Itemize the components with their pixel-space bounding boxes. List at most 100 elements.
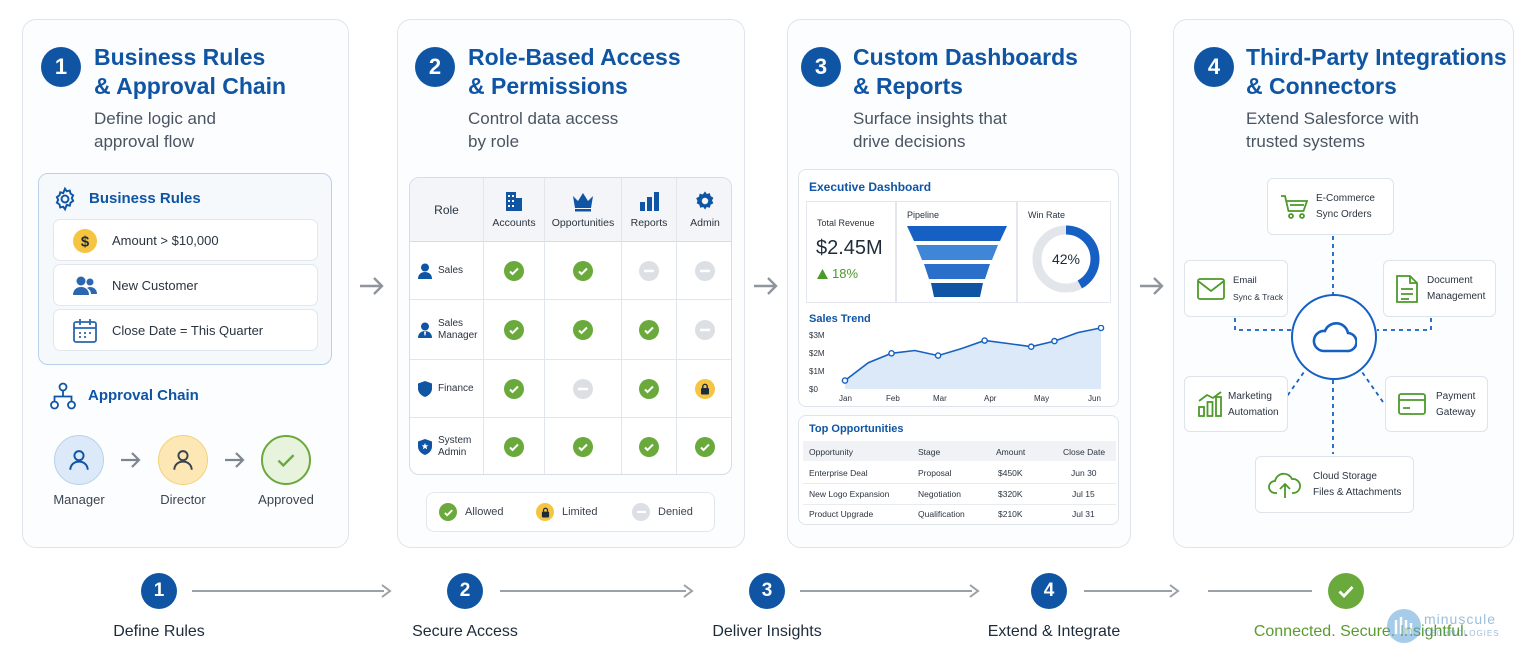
node-text: Payment Gateway: [1436, 389, 1475, 421]
node-line2: Gateway: [1436, 407, 1476, 418]
perm-cell: [622, 242, 677, 300]
matrix-col-reports: Reports: [622, 178, 677, 242]
opp-cell: Jul 31: [1072, 509, 1095, 519]
perm-cell: [677, 242, 731, 300]
node-line1: Document: [1427, 275, 1473, 286]
opp-cell: $210K: [998, 509, 1023, 519]
logo-subtext: TECHNOLOGIES: [1424, 629, 1500, 638]
timeline-label-1: Define Rules: [113, 623, 205, 640]
y-tick: $2M: [809, 349, 825, 358]
card-subtitle-4: Extend Salesforce with trusted systems: [1246, 107, 1419, 153]
perm-cell: [484, 360, 545, 418]
perm-cell: [545, 300, 622, 360]
node-line2: Sync & Track: [1233, 292, 1284, 302]
card-title-4-line1: Third-Party Integrations: [1246, 44, 1507, 70]
user-icon: [418, 263, 432, 279]
timeline-arrowhead-icon: [683, 584, 694, 598]
permission-legend: Allowed Limited Denied: [426, 492, 715, 532]
rule-row-amount: $ Amount > $10,000: [53, 219, 318, 261]
col-label-opportunities: Opportunities: [551, 217, 615, 229]
perm-cell: [677, 300, 731, 360]
allowed-icon: [639, 437, 659, 457]
integration-document: Document Management: [1383, 260, 1496, 317]
allowed-icon: [573, 319, 593, 340]
y-tick: $1M: [809, 367, 825, 376]
x-tick: Jan: [839, 394, 852, 403]
opp-cell: Proposal: [918, 468, 952, 478]
role-label-2: Manager: [438, 329, 478, 341]
timeline-final-badge: [1328, 573, 1364, 609]
opportunities-header: [803, 441, 1116, 461]
perm-cell: [484, 242, 545, 300]
card-title-3-line2: & Reports: [853, 73, 963, 99]
x-tick: Mar: [933, 394, 947, 403]
growth-chart-icon: [1198, 391, 1222, 417]
timeline-label-3: Deliver Insights: [712, 623, 822, 640]
card-subtitle-2-line2: by role: [468, 132, 520, 151]
logo-mark-icon: [1387, 609, 1421, 643]
executive-dashboard: Executive Dashboard Total Revenue $2.45M…: [798, 169, 1119, 407]
gear-icon: [696, 191, 714, 210]
card-subtitle-3-line1: Surface insights that: [853, 109, 1008, 128]
allowed-icon: [439, 503, 457, 521]
kpi-win-rate: Win Rate 42%: [1017, 201, 1111, 303]
matrix-role-header: Role: [410, 178, 484, 242]
opp-cell: Jul 15: [1072, 489, 1095, 499]
card-title-1-line1: Business Rules: [94, 44, 266, 70]
integration-email: Email Sync & Track: [1184, 260, 1288, 317]
document-icon: [1396, 274, 1418, 303]
card-subtitle-2: Control data access by role: [468, 107, 618, 153]
perm-cell: [545, 242, 622, 300]
card-subtitle-1-line2: approval flow: [94, 132, 195, 151]
timeline-step-1: 1: [141, 573, 177, 609]
col-label-accounts: Accounts: [492, 217, 536, 229]
perm-cell: [677, 360, 731, 418]
gear-icon: [55, 186, 75, 212]
node-line1: Marketing: [1228, 391, 1272, 402]
opp-col-header: Opportunity: [809, 447, 853, 457]
y-tick: $3M: [809, 331, 825, 340]
svg-text:$: $: [81, 234, 90, 251]
timeline-step-2: 2: [447, 573, 483, 609]
trend-point: [1097, 325, 1105, 332]
step-number-2: 2: [415, 47, 455, 87]
allowed-icon: [639, 319, 659, 340]
user-icon: [173, 450, 193, 470]
credit-card-icon: [1398, 393, 1426, 415]
opp-cell: New Logo Expansion: [809, 489, 890, 499]
legend-allowed: Allowed: [439, 503, 504, 521]
funnel-stage-4: [931, 283, 983, 297]
funnel-stage-1: [907, 226, 1007, 241]
dollar-icon: $: [73, 229, 97, 253]
shield-star-icon: [418, 439, 432, 455]
matrix-col-admin: Admin: [677, 178, 731, 242]
funnel-stage-2: [916, 245, 998, 260]
integration-payment: Payment Gateway: [1385, 376, 1488, 432]
matrix-role-system-admin: System Admin: [410, 418, 484, 474]
timeline-connector: [800, 590, 972, 592]
matrix-col-accounts: Accounts: [484, 178, 545, 242]
perm-cell: [677, 418, 731, 474]
allowed-icon: [639, 378, 659, 399]
denied-icon: [639, 260, 659, 281]
x-tick: May: [1034, 394, 1050, 403]
allowed-icon: [504, 437, 524, 457]
cart-icon: [1281, 194, 1308, 219]
node-text: Email Sync & Track: [1233, 273, 1283, 305]
building-icon: [506, 192, 522, 211]
allowed-icon: [504, 319, 524, 340]
trend-point: [981, 337, 988, 344]
opp-col-header: Stage: [918, 447, 941, 457]
timeline-connector: [500, 590, 686, 592]
node-line1: Payment: [1436, 391, 1476, 402]
funnel-stage-3: [924, 264, 990, 279]
row-divider: [803, 504, 1116, 505]
user-icon: [69, 450, 89, 470]
integration-ecommerce: E-Commerce Sync Orders: [1267, 178, 1394, 235]
matrix-role-sales-manager: Sales Manager: [410, 300, 484, 360]
opp-cell: Product Upgrade: [809, 509, 874, 519]
rule-label-amount: Amount > $10,000: [112, 232, 219, 248]
rule-row-new-customer: New Customer: [53, 264, 318, 306]
integration-cloud-storage: Cloud Storage Files & Attachments: [1255, 456, 1414, 513]
timeline-arrowhead-icon: [969, 584, 980, 598]
